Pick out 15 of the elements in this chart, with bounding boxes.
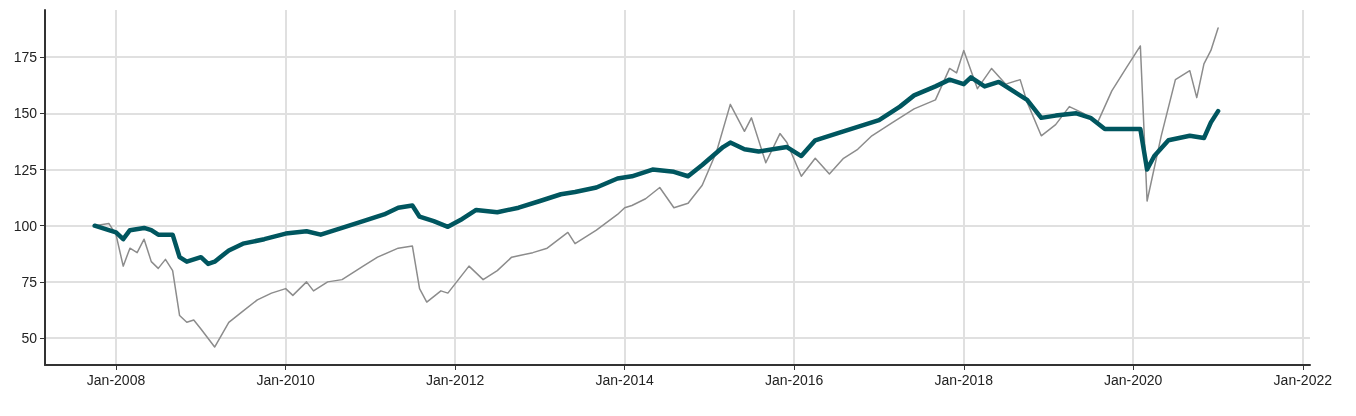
y-tick-label: 150 bbox=[13, 105, 38, 122]
x-tick-label: Jan-2020 bbox=[1103, 372, 1163, 388]
x-tick-label: Jan-2008 bbox=[86, 372, 146, 388]
y-tick-label: 50 bbox=[21, 330, 38, 347]
x-tick-label: Jan-2018 bbox=[934, 372, 994, 388]
y-tick-label: 175 bbox=[13, 49, 38, 66]
y-tick-label: 125 bbox=[13, 161, 38, 178]
y-tick-label: 75 bbox=[21, 273, 38, 290]
x-tick-label: Jan-2010 bbox=[256, 372, 316, 388]
line-series bbox=[92, 75, 1221, 267]
x-tick-label: Jan-2014 bbox=[595, 372, 655, 388]
x-tick-label: Jan-2022 bbox=[1273, 372, 1333, 388]
x-tick-label: Jan-2012 bbox=[425, 372, 485, 388]
y-tick-label: 100 bbox=[13, 217, 38, 234]
x-tick-label: Jan-2016 bbox=[764, 372, 824, 388]
